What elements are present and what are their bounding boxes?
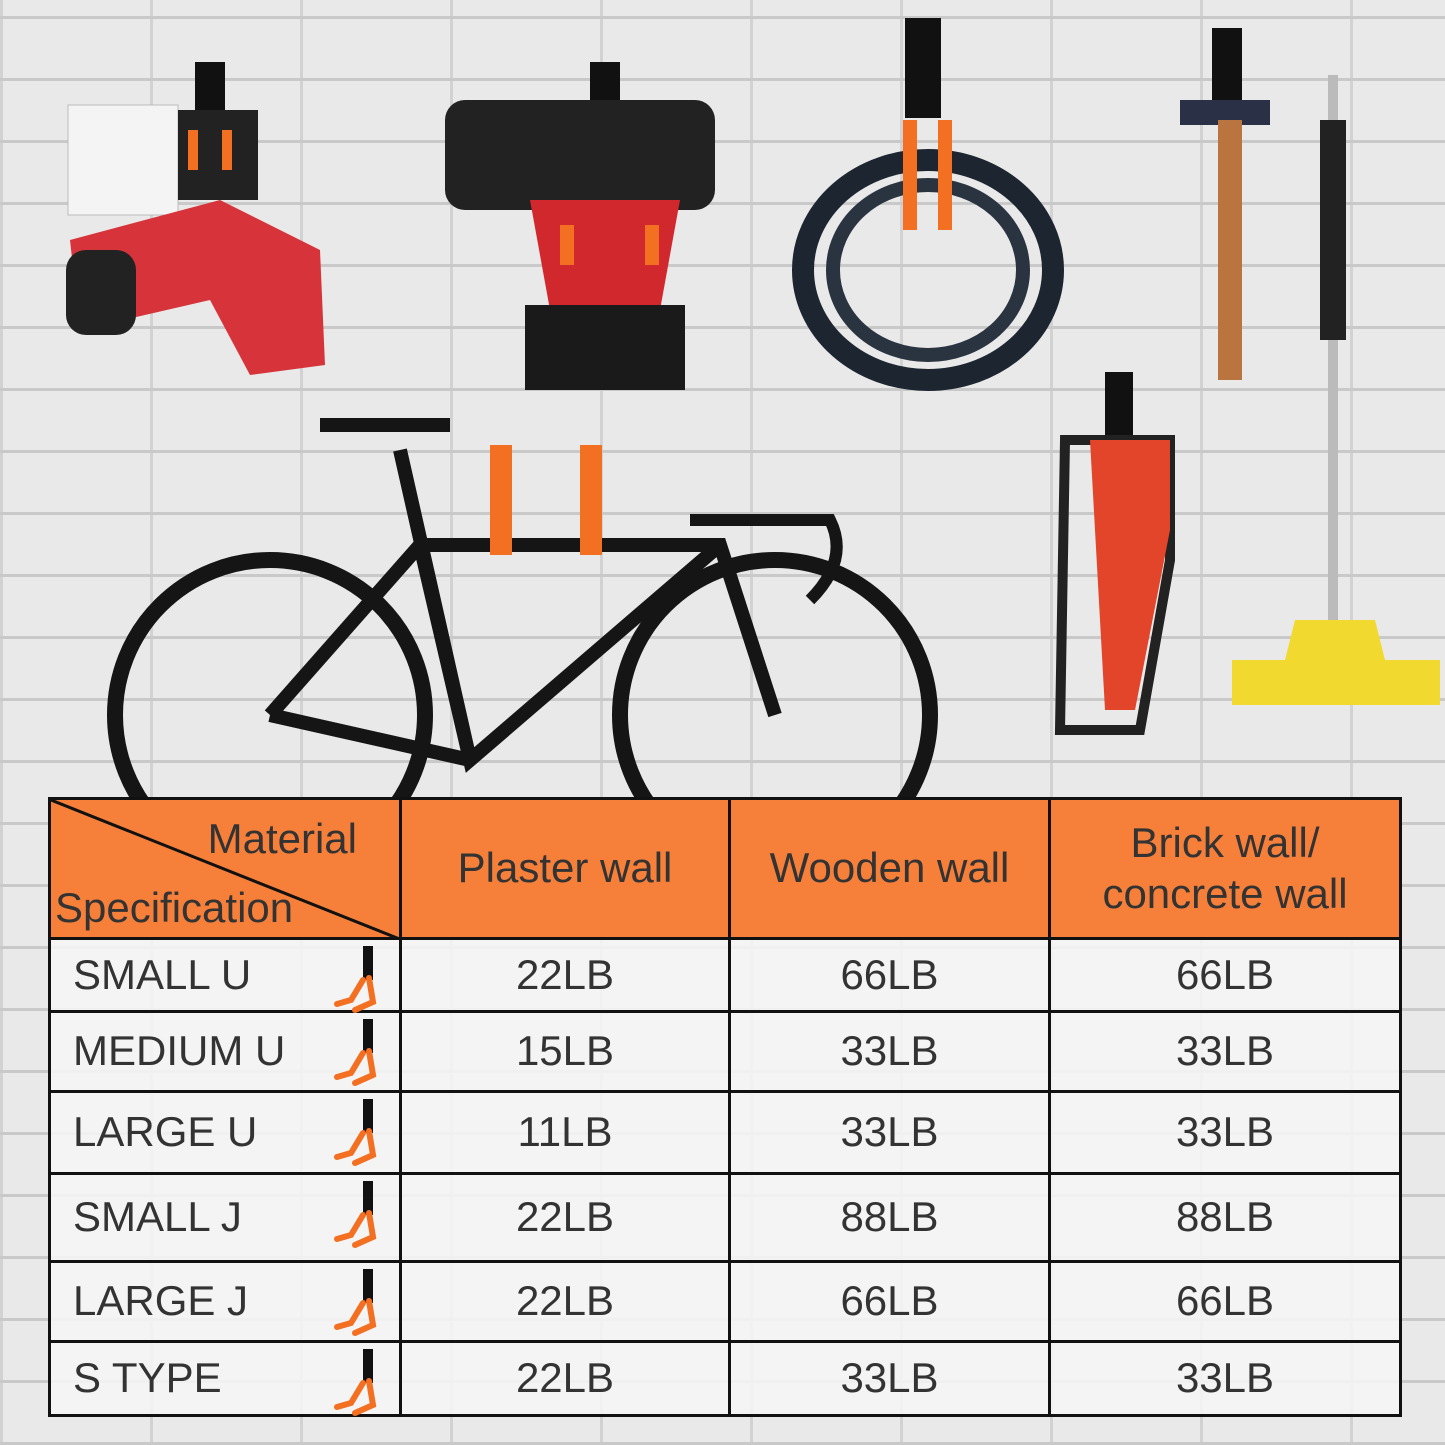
value-cell-text: 66LB (840, 1277, 939, 1325)
value-cell: 66LB (731, 940, 1051, 1013)
value-cell-text: 88LB (1175, 1193, 1275, 1241)
value-cell-text: 11LB (517, 1108, 613, 1156)
value-cell-text: 33LB (840, 1108, 939, 1156)
spec-cell: MEDIUM U (51, 1013, 402, 1093)
bicycle-image (107, 418, 938, 800)
small-u-hook-icon (329, 944, 389, 1025)
value-cell-text: 33LB (840, 1027, 939, 1075)
hacksaw-image (1054, 372, 1175, 735)
value-cell: 22LB (402, 1343, 731, 1417)
spec-cell-text: MEDIUM U (73, 1027, 286, 1075)
value-cell-text: 22LB (515, 1354, 615, 1402)
spec-cell: LARGE J (51, 1263, 402, 1343)
value-cell: 66LB (1051, 1263, 1402, 1343)
diagonal-divider (51, 800, 402, 940)
column-header-text: Plaster wall (457, 844, 673, 892)
value-cell: 22LB (402, 1175, 731, 1263)
value-cell: 33LB (731, 1093, 1051, 1175)
column-header: Brick wall/ concrete wall (1051, 800, 1402, 940)
value-cell: 33LB (731, 1343, 1051, 1417)
value-cell: 66LB (1051, 940, 1402, 1013)
spec-cell-text: LARGE J (73, 1277, 249, 1325)
value-cell-text: 15LB (515, 1027, 615, 1075)
column-header: Plaster wall (402, 800, 731, 940)
drill-image (445, 62, 715, 390)
corner-header-cell: Material Specification (51, 800, 402, 940)
spec-cell: SMALL U (51, 940, 402, 1013)
value-cell-text: 33LB (1175, 1027, 1275, 1075)
value-cell-text: 66LB (840, 950, 939, 998)
value-cell-text: 22LB (515, 950, 615, 998)
value-cell: 22LB (402, 1263, 731, 1343)
paint-sprayer-image (66, 62, 325, 375)
value-cell-text: 22LB (515, 1193, 615, 1241)
column-header-text: Brick wall/ concrete wall (1102, 819, 1348, 917)
value-cell: 11LB (402, 1093, 731, 1175)
column-header: Wooden wall (731, 800, 1051, 940)
value-cell: 33LB (731, 1013, 1051, 1093)
spec-cell-text: SMALL U (73, 950, 252, 998)
value-cell: 22LB (402, 940, 731, 1013)
value-cell: 33LB (1051, 1343, 1402, 1417)
value-cell: 33LB (1051, 1013, 1402, 1093)
column-header-text: Wooden wall (769, 844, 1010, 892)
load-capacity-table: Material Specification Plaster wall Wooden … (48, 797, 1402, 1417)
value-cell-text: 33LB (840, 1354, 939, 1402)
corner-specification-label: Specification (55, 883, 294, 931)
large-j-hook-icon (329, 1267, 389, 1348)
value-cell-text: 33LB (1175, 1354, 1275, 1402)
medium-u-hook-icon (329, 1017, 389, 1098)
value-cell: 33LB (1051, 1093, 1402, 1175)
spec-cell: S TYPE (51, 1343, 402, 1417)
small-j-hook-icon (329, 1179, 389, 1260)
hose-image (792, 18, 1064, 391)
spec-cell: LARGE U (51, 1093, 402, 1175)
value-cell: 15LB (402, 1013, 731, 1093)
value-cell: 88LB (1051, 1175, 1402, 1263)
spec-cell-text: SMALL J (73, 1193, 242, 1241)
hammer-image (1180, 28, 1270, 380)
value-cell-text: 22LB (515, 1277, 615, 1325)
value-cell-text: 88LB (840, 1193, 939, 1241)
value-cell: 66LB (731, 1263, 1051, 1343)
large-u-hook-icon (329, 1097, 389, 1178)
value-cell: 88LB (731, 1175, 1051, 1263)
product-photo (66, 18, 1440, 800)
value-cell-text: 66LB (1175, 950, 1275, 998)
s-type-hook-icon (329, 1347, 389, 1428)
value-cell-text: 66LB (1175, 1277, 1275, 1325)
mop-image (1232, 75, 1440, 705)
spec-cell-text: LARGE U (73, 1108, 258, 1156)
spec-cell-text: S TYPE (73, 1354, 222, 1402)
corner-material-label: Material (207, 815, 357, 862)
spec-cell: SMALL J (51, 1175, 402, 1263)
value-cell-text: 33LB (1175, 1108, 1275, 1156)
